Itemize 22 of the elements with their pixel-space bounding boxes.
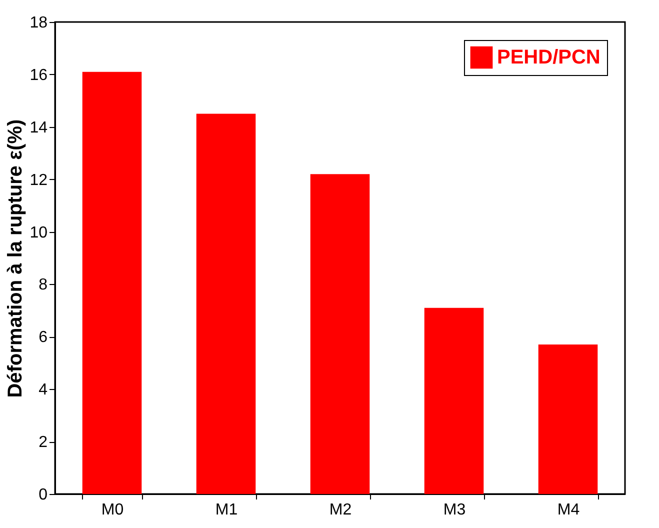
y-tick-label: 2 [38, 434, 48, 452]
bar [538, 344, 598, 494]
y-tick-label: 6 [38, 329, 48, 346]
y-tick-label: 18 [30, 14, 48, 32]
y-tick-label: 0 [38, 486, 48, 504]
bar [196, 114, 256, 494]
bar [424, 308, 484, 494]
y-tick-label: 12 [30, 172, 48, 189]
y-tick-label: 14 [30, 119, 48, 136]
bar [82, 72, 142, 494]
y-axis-title: Déformation à la rupture ε(%) [4, 119, 27, 398]
legend-label: PEHD/PCN [497, 46, 600, 68]
y-tick-label: 16 [30, 66, 48, 84]
y-tick-label: 8 [38, 276, 48, 294]
y-tick-label: 4 [38, 382, 48, 399]
x-tick-label: M4 [557, 502, 580, 518]
x-tick-label: M2 [329, 502, 352, 518]
y-tick-label: 10 [30, 224, 48, 242]
x-tick-label: M0 [101, 502, 124, 518]
bar [310, 174, 370, 494]
x-tick-label: M1 [215, 502, 238, 518]
x-tick-label: M3 [443, 502, 466, 518]
